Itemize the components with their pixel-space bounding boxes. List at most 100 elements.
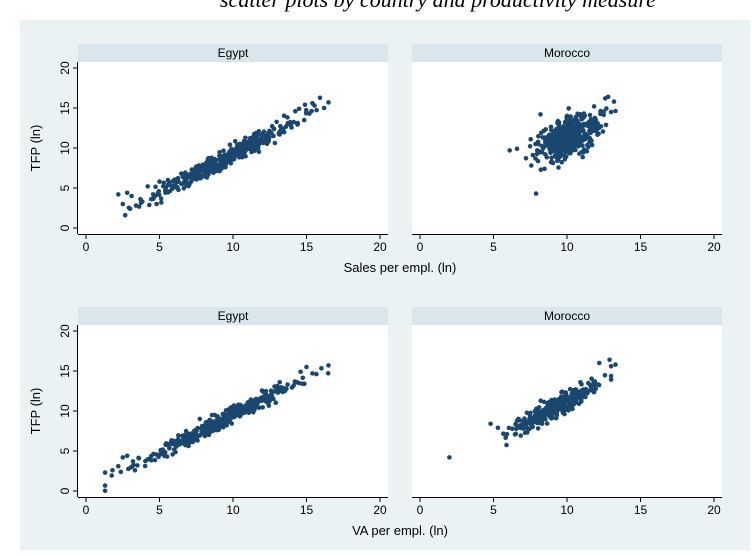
data-point [132, 468, 138, 473]
data-point [556, 137, 561, 143]
data-point [142, 463, 148, 469]
data-point [591, 104, 597, 109]
y-tick-label: 5 [58, 447, 72, 454]
data-point [566, 106, 571, 111]
data-point [236, 144, 241, 149]
data-point [326, 363, 331, 368]
x-tick-label: 20 [373, 503, 387, 517]
data-point [199, 167, 205, 172]
data-point [310, 371, 315, 376]
data-point [572, 142, 578, 148]
data-point [129, 464, 135, 469]
data-point [578, 380, 583, 385]
data-point [260, 405, 265, 410]
data-point [261, 133, 266, 138]
y-tick-label: 10 [58, 404, 72, 418]
data-point [238, 412, 244, 418]
data-point [116, 192, 121, 197]
data-point [225, 413, 231, 419]
data-point [138, 196, 143, 202]
data-point [157, 179, 162, 184]
data-point [277, 379, 283, 385]
data-point [527, 426, 532, 432]
data-point [223, 408, 229, 413]
data-point [545, 401, 550, 407]
data-point [506, 425, 512, 431]
data-point [562, 119, 568, 125]
data-point [567, 118, 573, 123]
data-point [300, 381, 305, 387]
data-point [120, 455, 126, 460]
data-point [523, 156, 529, 161]
data-point [535, 158, 541, 164]
data-point [192, 429, 198, 434]
data-point [162, 450, 168, 455]
data-point [578, 397, 584, 403]
data-point [534, 151, 540, 157]
panel-egypt-row2: Egypt 0 5 10 15 20 0 5 10 15 20 [58, 307, 388, 517]
data-point [555, 403, 560, 408]
data-point [204, 160, 209, 165]
data-point [138, 200, 144, 205]
data-point [556, 147, 562, 152]
data-point [169, 184, 175, 190]
x-tick-label: 5 [490, 503, 497, 517]
data-point [267, 128, 272, 134]
data-point [314, 107, 319, 113]
data-point [285, 382, 290, 387]
data-point [200, 162, 206, 167]
data-point [522, 430, 528, 436]
data-point [561, 404, 566, 410]
data-point [567, 130, 572, 135]
data-point [196, 167, 201, 173]
data-point [590, 387, 595, 393]
data-point [570, 123, 575, 128]
x-axis-title: Sales per empl. (ln) [344, 260, 457, 275]
data-point [554, 412, 560, 418]
x-tick-label: 15 [300, 240, 314, 254]
data-point [504, 442, 509, 448]
data-point [269, 123, 275, 129]
data-point [562, 157, 568, 162]
data-point [527, 416, 532, 421]
data-point [156, 189, 162, 194]
data-point [307, 111, 312, 116]
data-point [582, 388, 587, 393]
data-point [608, 109, 614, 115]
y-tick-label: 0 [58, 224, 72, 231]
data-point [554, 154, 559, 160]
data-point [151, 451, 156, 457]
data-point [561, 396, 567, 402]
data-point [586, 380, 591, 386]
data-point [558, 127, 563, 133]
data-point [102, 483, 108, 488]
panel-strip-label: Morocco [544, 46, 590, 60]
data-point [584, 148, 590, 154]
data-point [152, 457, 158, 463]
x-tick-label: 0 [417, 503, 424, 517]
data-point [608, 377, 614, 382]
data-point [514, 425, 520, 430]
data-point [608, 373, 614, 379]
data-point [552, 136, 558, 142]
data-point [560, 410, 566, 416]
data-point [233, 150, 239, 155]
data-point [607, 357, 612, 363]
data-point [295, 122, 300, 127]
data-point [613, 108, 618, 114]
data-point [183, 174, 188, 179]
data-point [326, 100, 331, 105]
x-tick-label: 10 [226, 240, 240, 254]
data-point [183, 181, 189, 186]
data-point [285, 120, 291, 126]
data-point [269, 389, 274, 394]
data-point [102, 488, 108, 494]
x-tick-label: 15 [300, 503, 314, 517]
data-point [495, 425, 501, 431]
data-point [540, 135, 545, 140]
data-point [589, 376, 594, 382]
data-point [266, 397, 272, 403]
x-tick-label: 10 [226, 503, 240, 517]
data-point [549, 155, 554, 161]
data-point [225, 152, 230, 157]
